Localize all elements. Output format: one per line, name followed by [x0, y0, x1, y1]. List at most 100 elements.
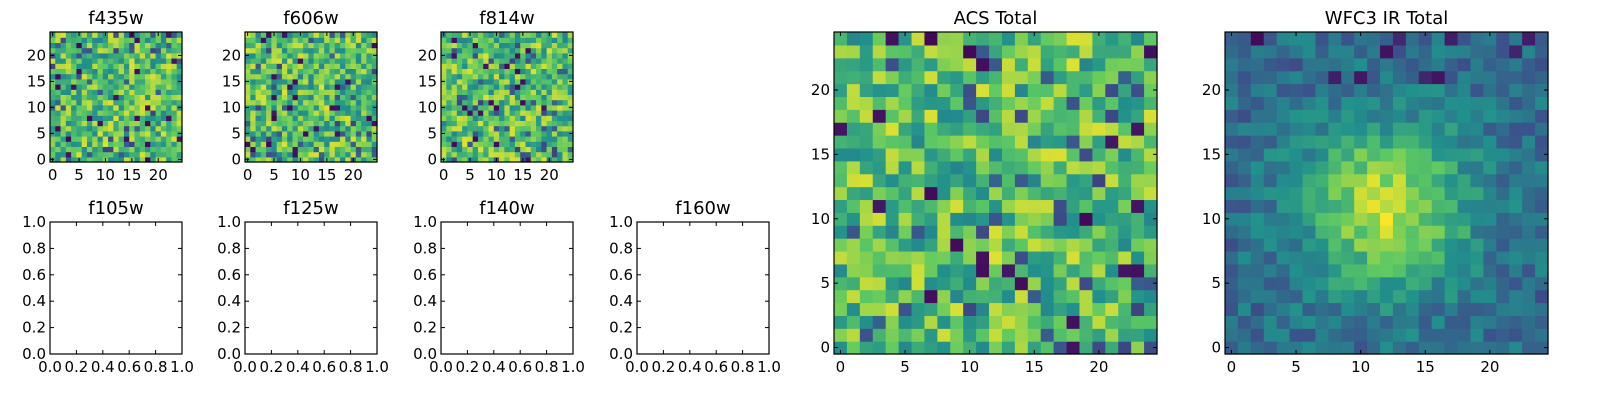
heatmap-cell — [1237, 276, 1252, 291]
heatmap-cell — [166, 68, 173, 75]
heatmap-cell — [297, 78, 304, 85]
heatmap-cell — [255, 37, 262, 43]
heatmap-cell — [1237, 238, 1252, 252]
heatmap-cell — [467, 115, 474, 121]
heatmap-cell — [1027, 276, 1042, 291]
heatmap-cell — [134, 99, 141, 106]
heatmap-cell — [1535, 289, 1549, 304]
heatmap-cell — [92, 104, 99, 111]
heatmap-cell — [308, 104, 315, 111]
heatmap-cell — [92, 141, 99, 147]
heatmap-cell — [1250, 44, 1265, 59]
heatmap-cell — [1496, 44, 1510, 59]
heatmap-cell — [557, 110, 564, 116]
heatmap-cell — [1040, 250, 1055, 265]
heatmap-cell — [1431, 276, 1446, 291]
y-tick-label: 0 — [427, 150, 437, 168]
heatmap-cell — [525, 84, 532, 90]
heatmap-cell — [885, 122, 900, 136]
heatmap-cell — [467, 89, 474, 95]
heatmap-cell — [541, 120, 548, 127]
heatmap-cell — [467, 110, 474, 116]
heatmap-cell — [1302, 238, 1317, 252]
heatmap-cell — [504, 68, 511, 75]
heatmap-cell — [846, 173, 861, 188]
heatmap-cell — [467, 78, 474, 85]
heatmap-cell — [318, 37, 325, 43]
heatmap-cell — [81, 42, 88, 49]
heatmap-cell — [150, 146, 157, 153]
heatmap-cell — [1302, 276, 1317, 291]
heatmap-cell — [76, 125, 83, 132]
heatmap-cell — [456, 68, 463, 75]
heatmap-cell — [1105, 212, 1119, 226]
heatmap-cell — [60, 156, 67, 163]
heatmap-cell — [483, 37, 490, 43]
heatmap-cell — [924, 276, 938, 291]
heatmap-cell — [1289, 238, 1304, 252]
heatmap-cell — [441, 94, 447, 101]
heatmap-cell — [308, 37, 315, 43]
heatmap-cell — [557, 58, 564, 64]
heatmap-cell — [937, 315, 951, 329]
heatmap-cell — [292, 47, 299, 54]
heatmap-cell — [1483, 122, 1497, 136]
heatmap-cell — [334, 42, 341, 49]
heatmap-cell — [451, 115, 458, 121]
heatmap-cell — [160, 115, 167, 121]
heatmap-cell — [1225, 328, 1239, 342]
heatmap-cell — [50, 37, 56, 43]
heatmap-cell — [530, 32, 537, 38]
heatmap-cell — [898, 57, 913, 72]
heatmap-cell — [1470, 135, 1484, 149]
heatmap-cell — [303, 63, 309, 69]
heatmap-cell — [898, 289, 913, 304]
heatmap-cell — [989, 186, 1003, 201]
heatmap-cell — [129, 110, 136, 116]
heatmap-cell — [898, 173, 913, 188]
heatmap-cell — [1302, 32, 1317, 46]
heatmap-cell — [509, 156, 516, 163]
heatmap-cell — [467, 52, 474, 59]
heatmap-cell — [345, 73, 352, 80]
x-tick-label: 0.8 — [339, 358, 363, 376]
heatmap-cell — [1092, 238, 1106, 252]
heatmap-cell — [562, 58, 569, 64]
heatmap-cell — [1250, 328, 1265, 342]
heatmap-cell — [1315, 341, 1329, 355]
heatmap-cell — [1237, 212, 1252, 226]
heatmap-cell — [446, 146, 453, 153]
heatmap-cell — [366, 136, 373, 142]
heatmap-cell — [65, 146, 72, 153]
heatmap-cell — [129, 141, 136, 147]
heatmap-cell — [113, 32, 120, 38]
heatmap-cell — [340, 89, 346, 95]
heatmap-cell — [1289, 199, 1304, 213]
heatmap-cell — [318, 47, 325, 54]
heatmap-cell — [504, 73, 511, 80]
heatmap-cell — [1522, 276, 1536, 291]
heatmap-cell — [65, 84, 72, 90]
heatmap-cell — [113, 115, 120, 121]
heatmap-cell — [1341, 328, 1355, 342]
heatmap-cell — [129, 63, 136, 69]
heatmap-cell — [313, 42, 320, 49]
heatmap-cell — [281, 94, 288, 101]
heatmap-cell — [1328, 122, 1342, 136]
heatmap-cell — [350, 42, 357, 49]
heatmap-cell — [366, 32, 373, 38]
heatmap-cell — [1470, 302, 1484, 316]
heatmap-cell — [118, 84, 125, 90]
heatmap-cell — [859, 250, 874, 265]
heatmap-cell — [1392, 147, 1407, 162]
heatmap-cell — [1418, 96, 1433, 110]
heatmap-cell — [1066, 250, 1081, 265]
heatmap-cell — [1131, 341, 1145, 355]
heatmap-cell — [287, 115, 294, 121]
heatmap-cell — [92, 94, 99, 101]
heatmap-cell — [924, 186, 938, 201]
heatmap-cell — [1131, 32, 1145, 46]
heatmap-cell — [499, 32, 505, 38]
heatmap-cell — [297, 104, 304, 111]
heatmap-cell — [1431, 147, 1446, 162]
